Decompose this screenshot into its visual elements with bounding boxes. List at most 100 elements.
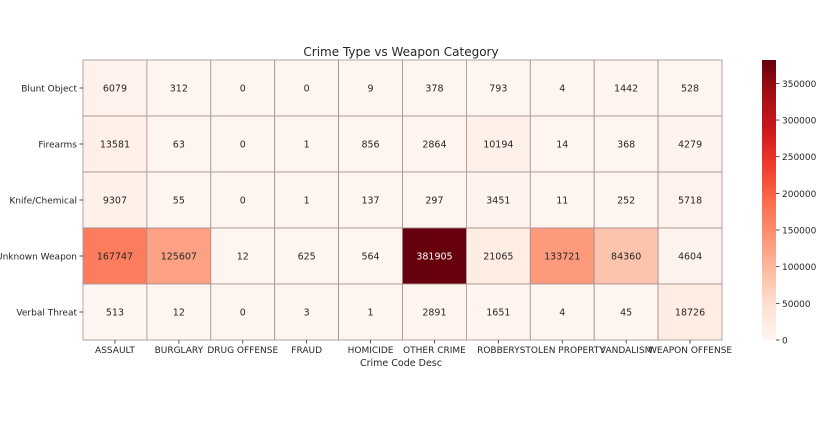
cell-value-label: 513 [106,308,124,319]
heatmap-cell-verbal-threat-weapon-offense [657,283,723,341]
cell-value-label: 0 [240,140,246,151]
cell-value-label: 0 [304,84,310,95]
heatmap-cell-verbal-threat-burglary [146,283,212,341]
cell-value-label: 0 [240,84,246,95]
cell-value-label: 297 [425,196,443,207]
colorbar-gradient [762,60,776,340]
cell-value-label: 564 [361,252,379,263]
y-tick-label-firearms: Firearms [38,141,77,151]
heatmap-cell-verbal-threat-robbery [465,283,531,341]
colorbar-tick-label: 0 [782,337,788,347]
cell-value-label: 1 [368,308,374,319]
x-tick-label-stolen-property: STOLEN PROPERTY [520,346,606,356]
x-tick-label-drug-offense: DRUG OFFENSE [207,346,278,356]
cell-value-label: 3 [304,308,310,319]
heatmap-cell-knife-chemical-drug-offense [210,171,276,229]
heatmap-cell-unknown-weapon-robbery [465,227,531,285]
x-axis-label: Crime Code Desc [360,358,442,369]
heatmap-cell-blunt-object-homicide [338,59,403,117]
colorbar-tick-label: 350000 [782,80,817,90]
x-tick-label-burglary: BURGLARY [155,346,204,356]
heatmap-cell-unknown-weapon-other-crime [402,227,467,285]
heatmap-cell-firearms-stolen-property [529,115,595,173]
cell-value-label: 4604 [678,252,702,263]
heatmap-cell-knife-chemical-assault [82,171,148,229]
colorbar-tick-label: 200000 [782,190,817,200]
cell-value-label: 0 [240,196,246,207]
heatmap-cell-firearms-burglary [146,115,212,173]
cell-value-label: 528 [681,84,699,95]
cell-value-label: 0 [240,308,246,319]
heatmap-cell-firearms-other-crime [402,115,467,173]
cell-value-label: 4279 [678,140,702,151]
cell-value-label: 312 [170,84,188,95]
cell-value-label: 4 [559,308,565,319]
x-tick-label-other-crime: OTHER CRIME [403,346,466,356]
heatmap-cell-blunt-object-stolen-property [529,59,595,117]
y-tick-labels: Blunt Object Firearms Knife/Chemical Unknow… [0,85,83,319]
heatmap-cell-knife-chemical-vandalism [593,171,659,229]
cell-value-label: 21065 [483,252,513,263]
heatmap-cell-unknown-weapon-assault [82,227,148,285]
heatmap-cell-blunt-object-weapon-offense [657,59,723,117]
heatmap-cell-knife-chemical-burglary [146,171,212,229]
cell-value-label: 1 [304,196,310,207]
heatmap-cell-knife-chemical-homicide [338,171,403,229]
cell-value-label: 368 [617,140,635,151]
cell-value-label: 625 [298,252,316,263]
colorbar-tick-label: 100000 [782,263,817,273]
heatmap-cell-firearms-robbery [465,115,531,173]
colorbar-tick-label: 150000 [782,227,817,237]
heatmap-cell-verbal-threat-drug-offense [210,283,276,341]
cell-value-label: 856 [361,140,379,151]
cell-value-label: 1651 [486,308,510,319]
colorbar-tick-label: 50000 [782,300,811,310]
heatmap-cell-knife-chemical-weapon-offense [657,171,723,229]
heatmap-cell-unknown-weapon-weapon-offense [657,227,723,285]
cell-value-label: 12 [173,308,185,319]
y-tick-label-unknown-weapon: Unknown Weapon [0,253,77,263]
x-tick-label-assault: ASSAULT [95,346,135,356]
heatmap-cell-knife-chemical-robbery [465,171,531,229]
y-tick-label-knife-chemical: Knife/Chemical [9,197,77,207]
heatmap-cell-firearms-vandalism [593,115,659,173]
cell-value-label: 18726 [675,308,705,319]
cell-value-label: 1 [304,140,310,151]
heatmap-cell-knife-chemical-stolen-property [529,171,595,229]
cell-value-label: 45 [620,308,632,319]
heatmap-cell-unknown-weapon-vandalism [593,227,659,285]
x-tick-label-vandalism: VANDALISM [600,346,653,356]
cell-value-label: 14 [556,140,568,151]
cell-value-label: 2864 [422,140,446,151]
cell-value-label: 793 [489,84,507,95]
cell-value-label: 133721 [544,252,580,263]
heatmap-cell-firearms-weapon-offense [657,115,723,173]
cell-value-label: 84360 [611,252,641,263]
heatmap-cell-firearms-fraud [274,115,340,173]
cell-value-label: 378 [425,84,443,95]
cell-value-label: 10194 [483,140,513,151]
cell-value-label: 5718 [678,196,702,207]
cell-value-label: 167747 [97,252,133,263]
cell-value-label: 13581 [100,140,130,151]
heatmap-cell-blunt-object-burglary [146,59,212,117]
heatmap-cell-blunt-object-other-crime [402,59,467,117]
colorbar: 0 50000 100000 150000 200000 250000 300000 3500… [762,60,817,347]
heatmap-cell-unknown-weapon-homicide [338,227,403,285]
cell-value-label: 381905 [416,252,452,263]
heatmap-cell-verbal-threat-other-crime [402,283,467,341]
heatmap-cell-blunt-object-fraud [274,59,340,117]
cell-value-label: 55 [173,196,185,207]
cell-value-label: 4 [559,84,565,95]
x-tick-label-fraud: FRAUD [291,346,322,356]
cell-value-label: 125607 [161,252,197,263]
y-tick-label-blunt-object: Blunt Object [21,85,77,95]
x-tick-label-homicide: HOMICIDE [348,346,394,356]
colorbar-tick-label: 300000 [782,117,817,127]
cell-value-label: 6079 [103,84,127,95]
heatmap-cell-blunt-object-drug-offense [210,59,276,117]
cell-value-label: 252 [617,196,635,207]
